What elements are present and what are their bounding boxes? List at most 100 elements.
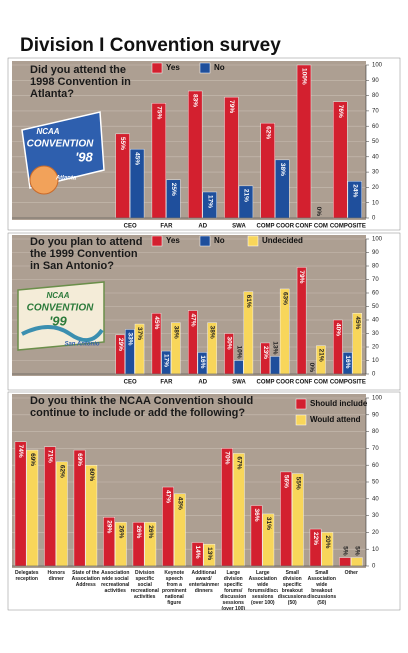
bar xyxy=(187,90,203,219)
value-label: 0% xyxy=(308,363,315,373)
x-tick-label: CONF COM xyxy=(295,380,328,386)
y-tick-label: 60 xyxy=(372,291,379,297)
bar xyxy=(339,557,351,567)
y-tick-label: 0 xyxy=(372,372,376,378)
question-box: Do you think the NCAA Convention should … xyxy=(30,395,254,419)
legend-swatch xyxy=(199,62,211,74)
x-tick-label: Keynote speech from a prominent national… xyxy=(162,570,187,606)
x-tick-label: FAR xyxy=(160,224,173,230)
logo-river xyxy=(21,325,104,342)
question: Do you plan to attend the 1999 Conventio… xyxy=(30,236,143,272)
x-tick-label-box: State of the Association Address xyxy=(72,570,100,588)
value-label: 38% xyxy=(172,326,179,339)
value-label: 26% xyxy=(135,525,142,538)
question: Do you think the NCAA Convention should … xyxy=(30,395,254,419)
x-tick-label: AD xyxy=(198,224,207,230)
bar xyxy=(233,360,244,375)
y-tick-label: 100 xyxy=(372,63,383,69)
value-label: 13% xyxy=(272,341,279,354)
value-label: 74% xyxy=(17,445,24,458)
y-tick-label: 50 xyxy=(372,139,379,145)
y-tick-label: 100 xyxy=(372,396,383,402)
x-tick-label: FAR xyxy=(160,380,173,386)
x-tick-label: Small division specific breakout discuss… xyxy=(277,570,307,606)
value-label: 62% xyxy=(264,126,271,139)
value-label: 56% xyxy=(283,475,290,488)
value-label: 29% xyxy=(106,520,113,533)
y-tick-label: 20 xyxy=(372,185,379,191)
y-tick-label: 100 xyxy=(372,237,383,243)
x-tick-label-box: Small Association wide breakout discussi… xyxy=(307,570,336,606)
value-label: 62% xyxy=(58,465,65,478)
page-title: Division I Convention survey xyxy=(20,35,281,56)
value-label: 75% xyxy=(155,106,162,119)
x-tick-label-box: Large division specific forums/ discussi… xyxy=(220,570,246,610)
y-tick-label: 30 xyxy=(372,331,379,337)
legend-label: Would attend xyxy=(310,415,361,424)
y-tick-label: 50 xyxy=(372,304,379,310)
y-tick-label: 80 xyxy=(372,429,379,435)
legend-swatch xyxy=(295,414,307,426)
x-tick-label-box: Additional award/ entertainment dinners xyxy=(189,570,219,594)
bar xyxy=(224,96,239,219)
x-tick-label: SWA xyxy=(232,224,246,230)
x-tick-label-box: Honors dinner xyxy=(47,570,66,582)
y-tick-label: 40 xyxy=(372,318,379,324)
value-label: 17% xyxy=(206,195,213,208)
y-tick-label: 30 xyxy=(372,170,379,176)
x-tick-label: CEO xyxy=(124,224,137,230)
value-label: 38% xyxy=(209,326,216,339)
value-label: 14% xyxy=(194,545,201,558)
x-tick-label: CEO xyxy=(124,380,137,386)
legend-swatch xyxy=(151,62,163,74)
bar xyxy=(333,101,348,219)
value-label: 33% xyxy=(126,332,133,345)
value-label: 23% xyxy=(262,346,269,359)
value-label: 55% xyxy=(294,477,301,490)
logo-text: NCAA xyxy=(46,291,69,300)
value-label: 63% xyxy=(281,292,288,305)
logo-peach xyxy=(29,165,59,195)
y-tick-label: 80 xyxy=(372,93,379,99)
x-tick-label: CONF COM xyxy=(295,224,328,230)
x-tick-label: Large Association wide forums/discussion… xyxy=(248,570,278,606)
value-label: 100% xyxy=(301,68,308,85)
legend-label: Undecided xyxy=(262,236,303,245)
value-label: 22% xyxy=(312,532,319,545)
x-tick-label: Division specific social recreational ac… xyxy=(130,570,159,600)
value-label: 24% xyxy=(351,184,358,197)
value-label: 79% xyxy=(228,100,235,113)
legend-label: No xyxy=(214,63,225,72)
value-label: 25% xyxy=(170,183,177,196)
bar xyxy=(233,453,245,567)
value-label: 31% xyxy=(265,517,272,530)
value-label: 29% xyxy=(117,338,124,351)
value-label: 30% xyxy=(226,337,233,350)
value-label: 61% xyxy=(245,295,252,308)
y-tick-label: 50 xyxy=(372,480,379,486)
value-label: 13% xyxy=(206,547,213,560)
value-label: 45% xyxy=(153,316,160,329)
bar xyxy=(270,356,280,375)
x-tick-label: Delegates reception xyxy=(14,570,39,582)
value-label: 47% xyxy=(165,490,172,503)
value-label: 38% xyxy=(279,163,286,176)
value-label: 5% xyxy=(342,546,349,556)
y-tick-label: 40 xyxy=(372,496,379,502)
question: Did you attend the 1998 Convention in At… xyxy=(30,64,131,100)
y-tick-label: 70 xyxy=(372,277,379,283)
value-label: 26% xyxy=(117,525,124,538)
value-label: 43% xyxy=(176,497,183,510)
value-label: 10% xyxy=(235,345,242,358)
bar xyxy=(26,449,39,567)
question-box: Did you attend the 1998 Convention in At… xyxy=(30,64,131,100)
value-label: 60% xyxy=(88,468,95,481)
value-label: 16% xyxy=(344,355,351,368)
value-label: 16% xyxy=(199,355,206,368)
x-tick-label: Honors dinner xyxy=(47,570,66,582)
logo-text: NCAA xyxy=(36,127,59,136)
x-tick-label: COMP COOR xyxy=(257,380,295,386)
y-tick-label: 90 xyxy=(372,250,379,256)
